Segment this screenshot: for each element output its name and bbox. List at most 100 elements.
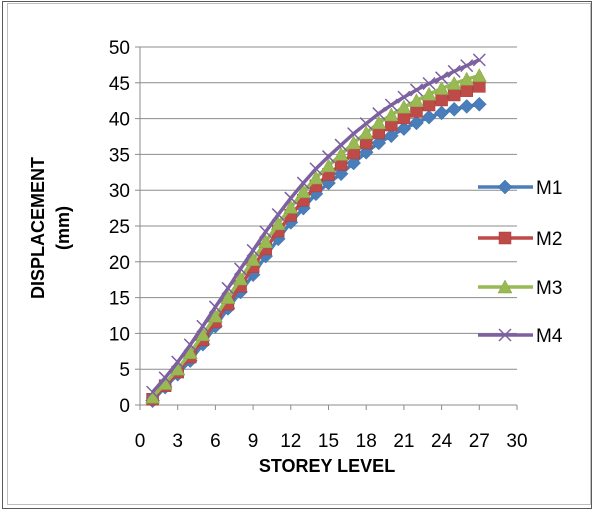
data-point — [347, 127, 361, 141]
data-point — [396, 99, 412, 114]
series-m2 — [146, 80, 486, 406]
data-point — [233, 271, 248, 286]
data-point — [473, 80, 486, 93]
data-point — [422, 98, 436, 112]
legend-label: M3 — [536, 278, 562, 299]
data-point — [397, 90, 411, 104]
data-point — [146, 385, 160, 399]
legend-label: M2 — [536, 229, 562, 250]
legend-marker — [498, 231, 512, 245]
y-tick-label: 0 — [119, 396, 130, 417]
data-point — [259, 225, 273, 239]
data-point — [446, 101, 462, 117]
x-tick-label: 9 — [248, 431, 259, 452]
y-tick-labels: 0 5 10 15 20 25 30 35 40 45 50 — [109, 38, 130, 417]
data-point — [384, 98, 398, 112]
legend-item-m1: M1 — [478, 178, 562, 199]
data-point — [245, 252, 261, 266]
legend-marker — [498, 328, 512, 342]
data-point — [446, 75, 462, 90]
legend-item-m4: M4 — [478, 326, 563, 347]
data-point — [183, 338, 197, 352]
x-tick-label: 3 — [172, 431, 183, 452]
data-point — [409, 83, 423, 97]
x-tick-label: 21 — [393, 431, 414, 452]
data-point — [371, 135, 387, 151]
x-tick-label: 12 — [280, 431, 301, 452]
data-point — [410, 105, 423, 118]
x-tick-label: 24 — [431, 431, 453, 452]
data-point — [421, 86, 437, 101]
data-point — [434, 105, 449, 121]
data-point — [358, 125, 374, 140]
data-point — [270, 216, 286, 231]
data-point — [459, 71, 475, 86]
y-tick-label: 5 — [119, 360, 130, 381]
y-tick-label: 10 — [109, 324, 130, 345]
series-m3 — [145, 68, 487, 404]
data-point — [421, 109, 437, 125]
data-point — [258, 234, 274, 249]
y-tick-label: 50 — [109, 38, 130, 59]
data-point — [447, 64, 461, 78]
y-axis-title-line1: DISPLACEMENT — [28, 157, 48, 299]
x-tick-label: 15 — [318, 431, 339, 452]
data-point — [359, 117, 373, 131]
y-axis-title-line2: (mm) — [53, 206, 73, 250]
data-point — [435, 71, 449, 85]
data-point — [346, 135, 362, 150]
data-point — [409, 115, 424, 131]
data-point — [409, 93, 424, 107]
axes — [135, 46, 518, 410]
x-tick-label: 0 — [135, 431, 146, 452]
chart-area-border — [7, 3, 591, 505]
legend-item-m3: M3 — [478, 278, 562, 299]
data-point — [208, 300, 222, 314]
data-point — [296, 176, 310, 190]
legend: M1 M2 M3 M4 — [478, 178, 563, 347]
data-point — [371, 115, 387, 130]
data-point — [397, 111, 411, 125]
data-point — [196, 319, 210, 333]
data-point — [271, 208, 285, 222]
data-point — [422, 76, 436, 91]
x-axis-title: STOREY LEVEL — [259, 456, 395, 476]
data-point — [383, 107, 399, 122]
y-tick-label: 15 — [109, 289, 130, 310]
data-point — [334, 138, 348, 152]
data-point — [346, 155, 361, 171]
data-point — [207, 308, 223, 323]
data-point — [284, 191, 298, 205]
series-m4 — [146, 53, 486, 399]
data-point — [471, 96, 487, 112]
data-point — [220, 290, 236, 304]
data-point — [171, 355, 185, 369]
data-point — [460, 59, 474, 73]
legend-label: M4 — [536, 326, 563, 347]
data-point — [295, 184, 311, 198]
data-point — [221, 281, 235, 295]
series-line — [151, 102, 480, 402]
legend-item-m2: M2 — [478, 229, 562, 250]
y-tick-label: 35 — [109, 145, 130, 166]
data-point — [321, 158, 336, 173]
x-tick-label: 30 — [506, 431, 527, 452]
data-point — [158, 371, 172, 385]
y-tick-label: 30 — [109, 181, 130, 202]
series-group — [145, 53, 487, 409]
x-tick-label: 18 — [356, 431, 377, 452]
data-point — [434, 81, 450, 95]
data-point — [309, 162, 323, 176]
y-axis-title: DISPLACEMENT (mm) — [28, 157, 73, 299]
series-m1 — [145, 96, 487, 409]
legend-label: M1 — [536, 178, 562, 199]
data-point — [396, 121, 412, 136]
legend-marker — [497, 179, 513, 195]
data-point — [283, 199, 299, 214]
x-tick-label: 6 — [210, 431, 221, 452]
data-point — [321, 150, 336, 164]
data-point — [234, 262, 248, 276]
series-line — [151, 84, 480, 401]
y-tick-label: 40 — [109, 110, 130, 131]
